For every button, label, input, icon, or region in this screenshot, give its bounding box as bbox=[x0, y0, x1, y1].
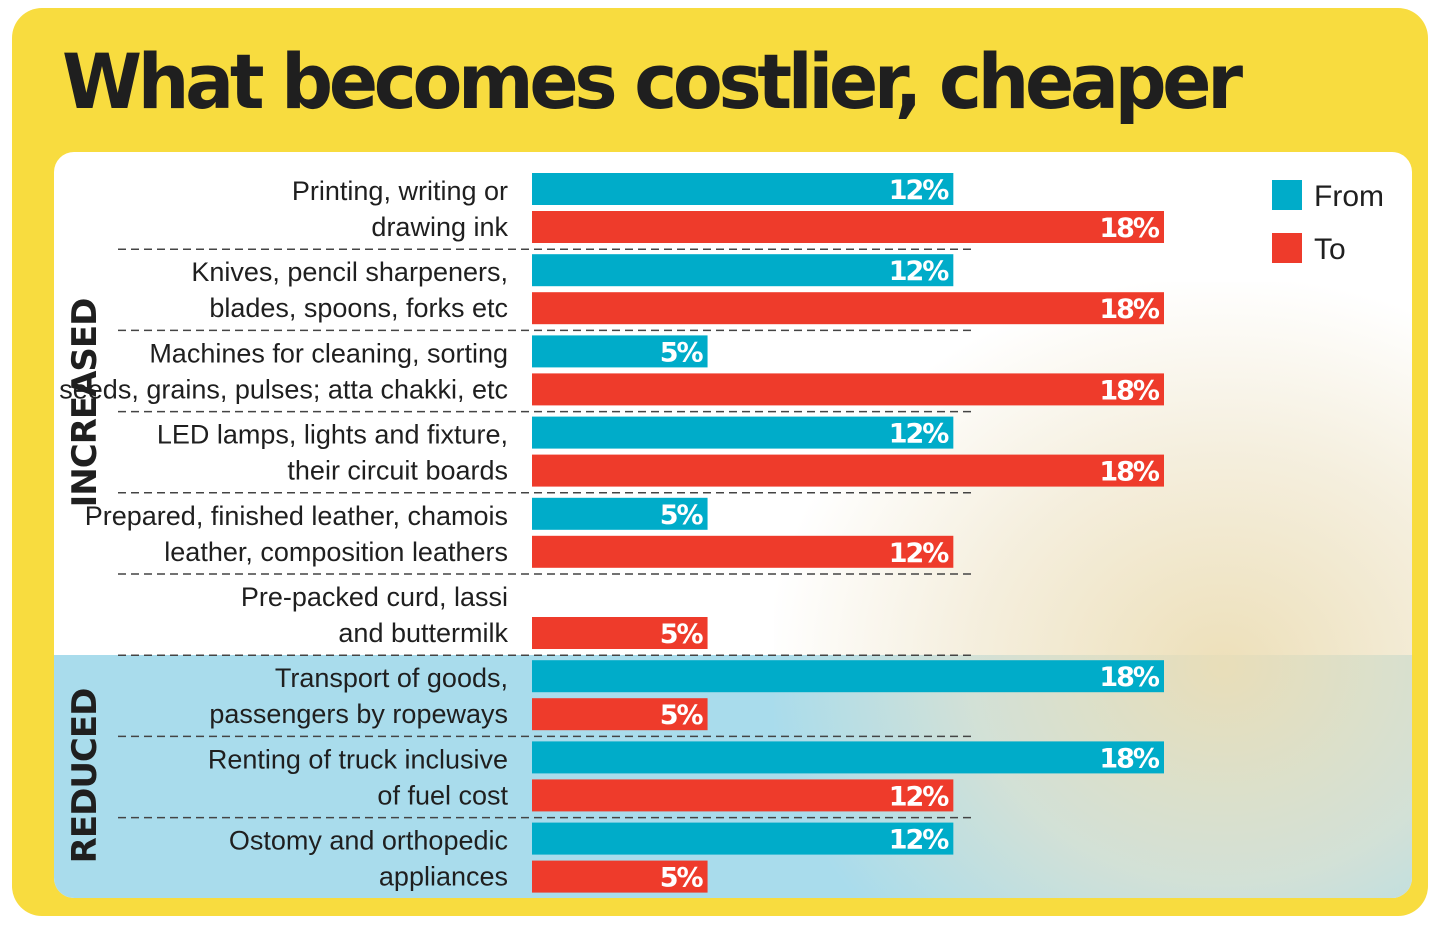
value-label-from-7: 18% bbox=[1099, 743, 1160, 774]
bar-to-3 bbox=[532, 454, 1164, 487]
category-label-3-line1: LED lamps, lights and fixture, bbox=[157, 420, 508, 450]
group-label-reduced: REDUCED bbox=[65, 689, 105, 864]
group-label-increased: INCREASED bbox=[65, 299, 105, 508]
category-label-8-line1: Ostomy and orthopedic bbox=[229, 826, 508, 856]
category-label-7-line1: Renting of truck inclusive bbox=[208, 744, 508, 774]
category-label-5-line1: Pre-packed curd, lassi bbox=[241, 582, 508, 612]
value-label-from-5: 0% bbox=[542, 581, 586, 612]
bar-to-0 bbox=[532, 211, 1164, 243]
value-label-to-5: 5% bbox=[660, 619, 704, 650]
bar-from-3 bbox=[532, 416, 954, 449]
value-label-from-4: 5% bbox=[660, 500, 704, 531]
value-label-to-6: 5% bbox=[660, 700, 704, 731]
bar-from-7 bbox=[532, 741, 1164, 774]
category-label-5-line2: and buttermilk bbox=[338, 618, 508, 648]
value-label-from-3: 12% bbox=[889, 419, 950, 450]
value-label-to-0: 18% bbox=[1099, 213, 1160, 244]
value-label-to-4: 12% bbox=[889, 538, 950, 569]
bar-from-4 bbox=[532, 497, 708, 530]
bar-to-6 bbox=[532, 698, 708, 731]
bar-to-7 bbox=[532, 779, 954, 812]
category-label-4-line1: Prepared, finished leather, chamois bbox=[85, 501, 508, 531]
category-label-3-line2: their circuit boards bbox=[287, 456, 508, 486]
bar-to-8 bbox=[532, 860, 708, 893]
bars: 12% 18% 12% 18% 5% 18% 12% 18% 5% 12% 0% 5% 18% 5% 18%… bbox=[532, 173, 1164, 894]
value-label-from-2: 5% bbox=[660, 337, 704, 368]
bar-from-2 bbox=[532, 335, 708, 368]
category-label-1-line2: blades, spoons, forks etc bbox=[209, 293, 508, 323]
value-label-from-8: 12% bbox=[889, 825, 950, 856]
category-label-2-line2: seeds, grains, pulses; atta chakki, etc bbox=[59, 374, 508, 404]
bar-to-5 bbox=[532, 617, 708, 649]
bar-from-0 bbox=[532, 173, 954, 205]
category-label-2-line1: Machines for cleaning, sorting bbox=[149, 338, 508, 368]
legend: From To bbox=[1272, 180, 1384, 266]
infographic-frame: What becomes costlier, cheaper Printing,… bbox=[12, 8, 1428, 916]
legend-label-from: From bbox=[1314, 180, 1384, 213]
value-label-to-8: 5% bbox=[660, 863, 704, 894]
category-label-6-line2: passengers by ropeways bbox=[209, 699, 508, 729]
bar-from-6 bbox=[532, 660, 1164, 693]
category-label-0-line2: drawing ink bbox=[371, 212, 508, 242]
category-label-7-line2: of fuel cost bbox=[377, 780, 508, 810]
value-label-to-1: 18% bbox=[1099, 294, 1160, 325]
category-label-6-line1: Transport of goods, bbox=[275, 663, 508, 693]
value-label-to-3: 18% bbox=[1099, 457, 1160, 488]
category-label-0-line1: Printing, writing or bbox=[292, 176, 508, 206]
group-labels: INCREASED REDUCED bbox=[65, 299, 105, 864]
value-label-to-7: 12% bbox=[889, 781, 950, 812]
bar-chart: Printing, writing or drawing ink Knives, p… bbox=[59, 173, 1384, 894]
bar-to-1 bbox=[532, 292, 1164, 325]
legend-swatch-to bbox=[1272, 233, 1302, 263]
value-label-from-6: 18% bbox=[1099, 662, 1160, 693]
chart-title: What becomes costlier, cheaper bbox=[62, 37, 1243, 126]
bar-to-4 bbox=[532, 535, 954, 568]
legend-label-to: To bbox=[1314, 233, 1346, 266]
bar-to-2 bbox=[532, 373, 1164, 406]
chart-panel: Printing, writing or drawing ink Knives, p… bbox=[54, 152, 1412, 898]
category-label-4-line2: leather, composition leathers bbox=[164, 537, 508, 567]
legend-swatch-from bbox=[1272, 180, 1302, 210]
category-label-1-line1: Knives, pencil sharpeners, bbox=[191, 257, 508, 287]
value-label-to-2: 18% bbox=[1099, 375, 1160, 406]
category-label-8-line2: appliances bbox=[379, 862, 508, 892]
category-labels: Printing, writing or drawing ink Knives, p… bbox=[59, 176, 508, 892]
value-label-from-0: 12% bbox=[889, 175, 950, 206]
bar-from-1 bbox=[532, 254, 954, 287]
bar-from-8 bbox=[532, 822, 954, 855]
value-label-from-1: 12% bbox=[889, 256, 950, 287]
